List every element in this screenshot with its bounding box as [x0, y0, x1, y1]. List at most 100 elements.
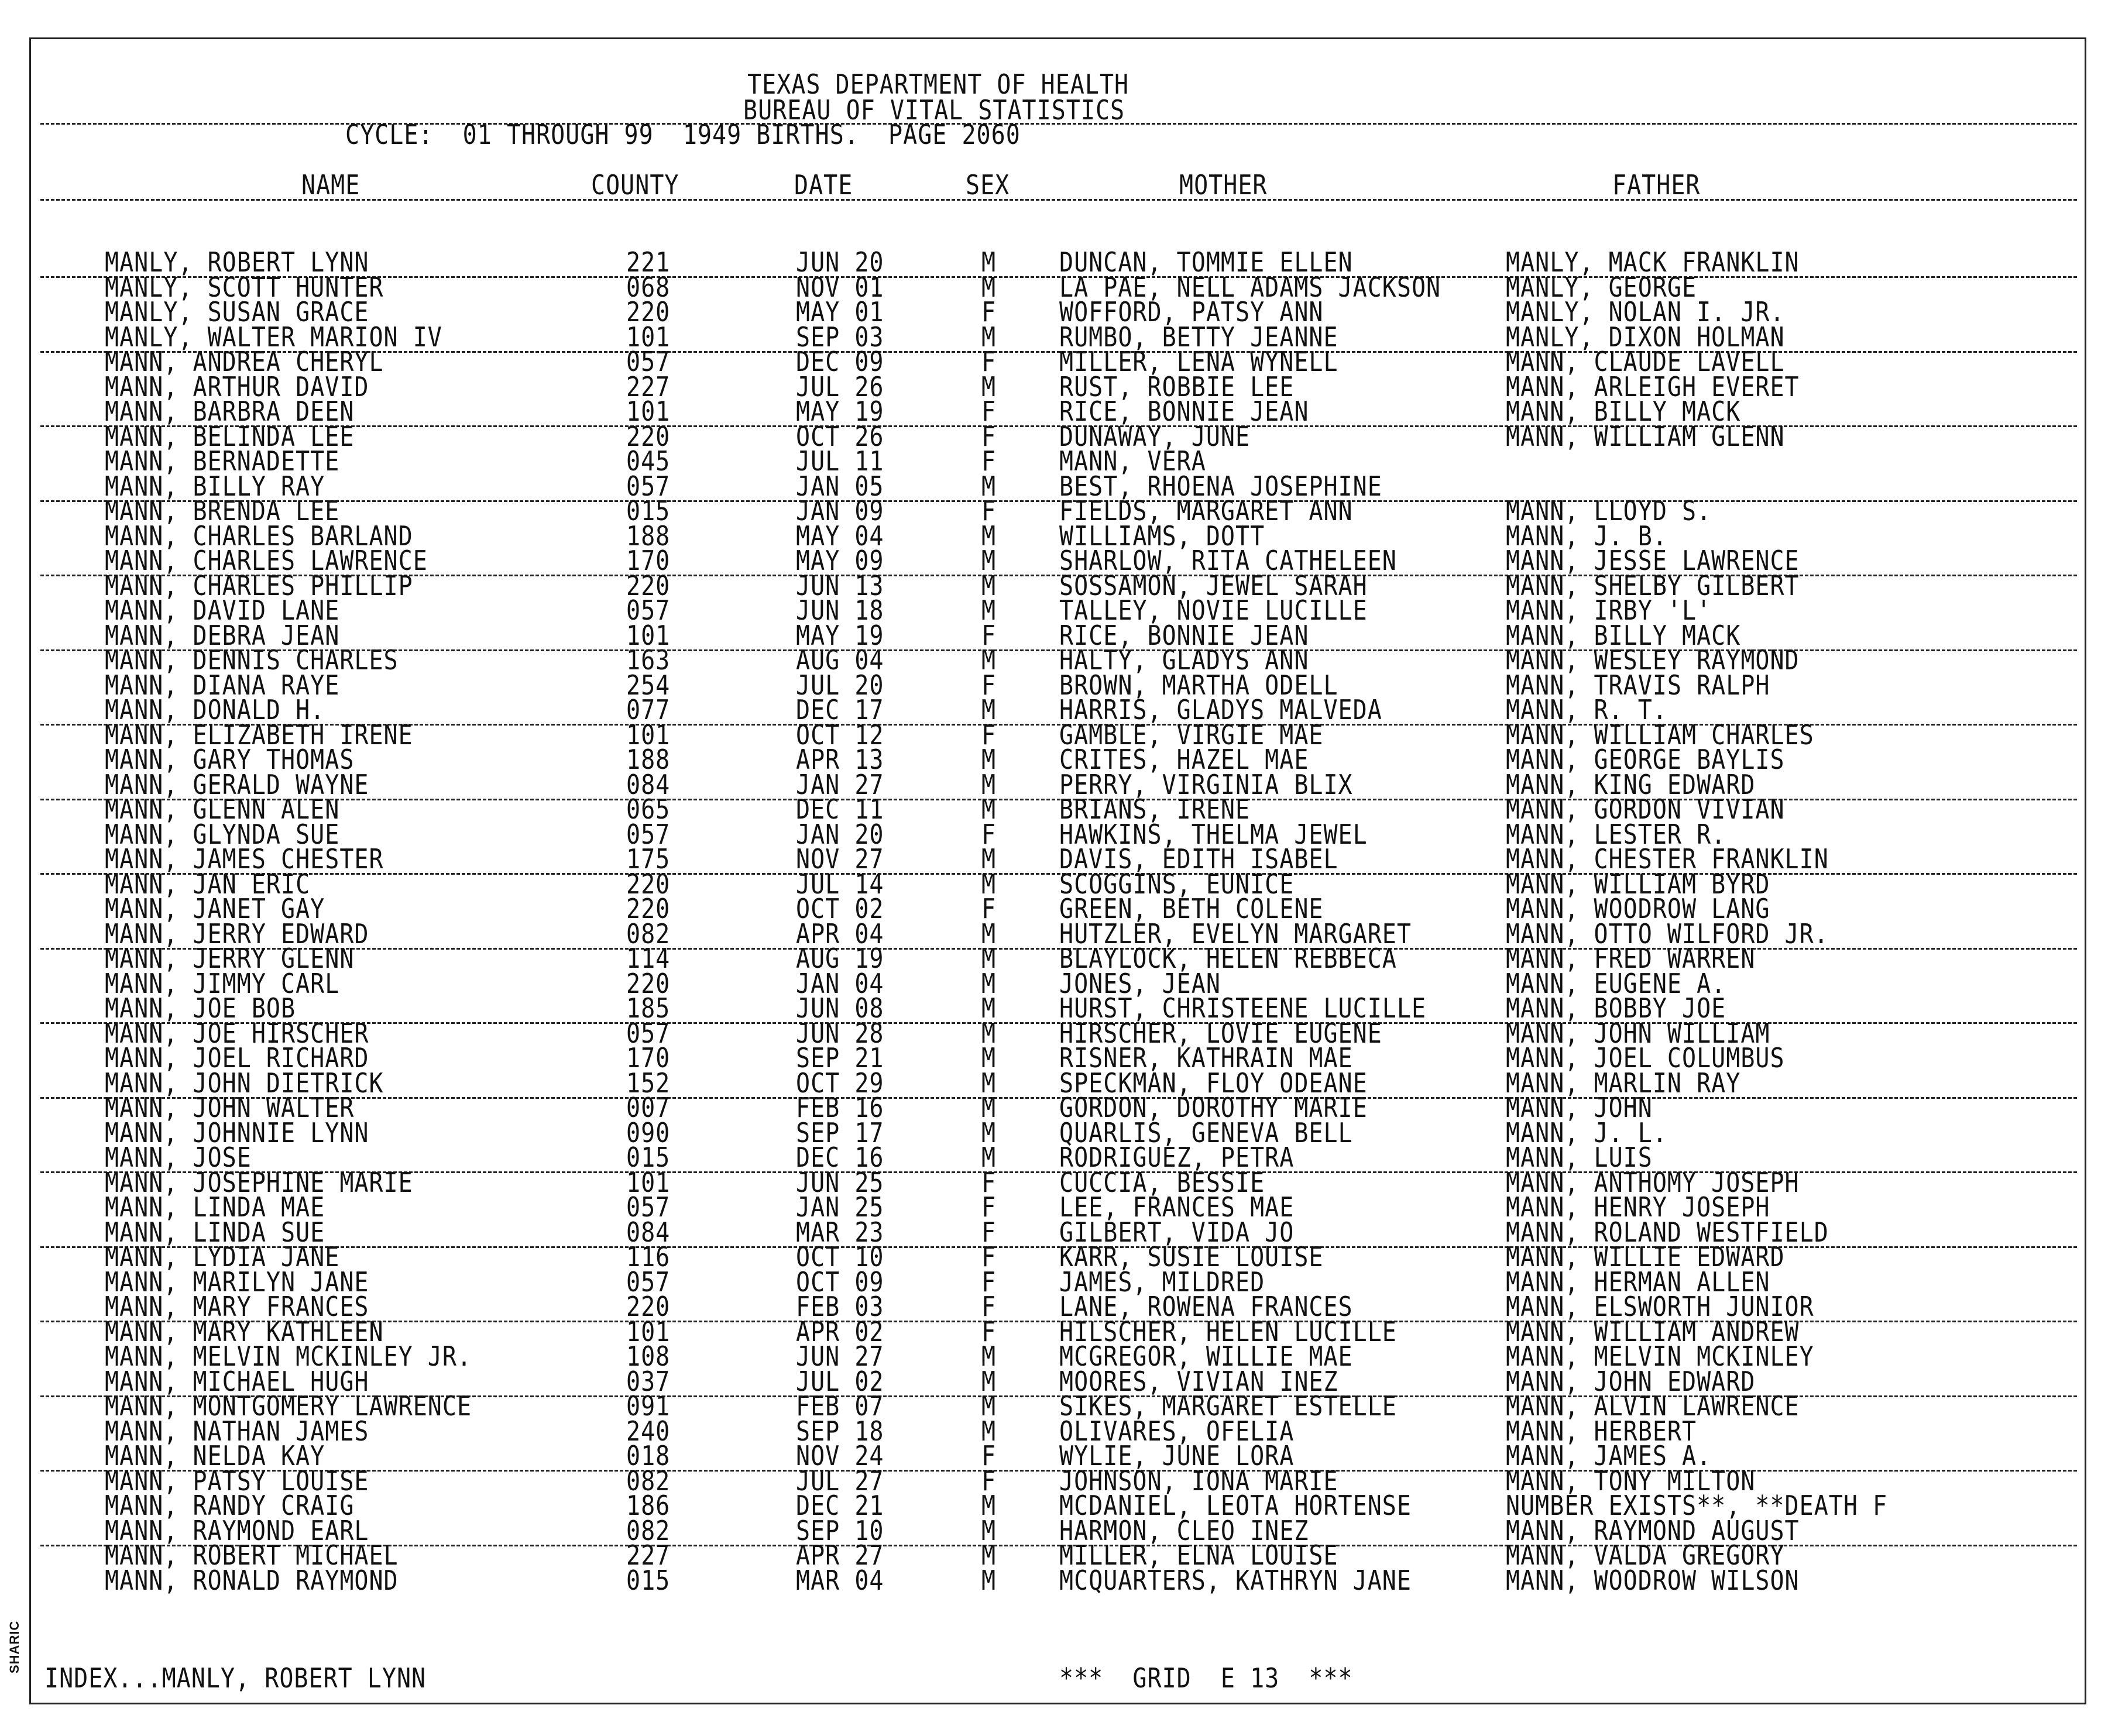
cell-date: DEC 17 — [796, 695, 884, 726]
cell-date: OCT 10 — [796, 1242, 884, 1273]
row-divider — [40, 947, 2077, 950]
row-divider — [40, 1022, 2077, 1024]
cell-county: 175 — [626, 844, 671, 875]
cell-name: MANN, JERRY EDWARD — [105, 919, 369, 950]
table-row: MANN, JOEL RICHARD 170 SEP 21 M RISNER, KATH… — [0, 1043, 2108, 1074]
cell-date: SEP 21 — [796, 1043, 884, 1074]
table-row: MANN, NELDA KAY 018 NOV 24 F WYLIE, JUNE LOR… — [0, 1441, 2108, 1472]
cell-mother: MOORES, VIVIAN INEZ — [1059, 1366, 1338, 1397]
table-row: MANN, GLYNDA SUE 057 JAN 20 F HAWKINS, THELM… — [0, 819, 2108, 850]
cell-sex: F — [981, 1441, 997, 1472]
cell-father: MANN, JOHN — [1506, 1092, 1653, 1124]
cell-father: MANN, ARLEIGH EVERET — [1506, 372, 1800, 403]
row-divider — [40, 1544, 2077, 1546]
cell-date: DEC 16 — [796, 1142, 884, 1174]
cell-sex: F — [981, 1242, 997, 1273]
cell-father: MANN, HERMAN ALLEN — [1506, 1267, 1770, 1298]
cell-father: MANN, TRAVIS RALPH — [1506, 670, 1770, 701]
cell-mother: QUARLIS, GENEVA BELL — [1059, 1118, 1353, 1149]
cell-name: MANN, DAVID LANE — [105, 595, 340, 627]
cell-father: MANN, WILLIAM BYRD — [1506, 869, 1770, 900]
cell-mother: GREEN, BETH COLENE — [1059, 893, 1324, 925]
table-row: MANN, RANDY CRAIG 186 DEC 21 M MCDANIEL, LEO… — [0, 1490, 2108, 1522]
cell-father: MANLY, NOLAN I. JR. — [1506, 297, 1785, 328]
cell-father: MANN, JOHN WILLIAM — [1506, 1018, 1770, 1049]
cell-county: 057 — [626, 1192, 671, 1223]
row-divider — [40, 724, 2077, 726]
table-row: MANN, CHARLES BARLAND 188 MAY 04 M WILLIAMS,… — [0, 521, 2108, 552]
row-divider — [40, 798, 2077, 800]
table-row: MANLY, SUSAN GRACE 220 MAY 01 F WOFFORD, PAT… — [0, 297, 2108, 328]
cell-name: MANN, JOE BOB — [105, 993, 296, 1025]
cell-sex: F — [981, 496, 997, 527]
table-row: MANN, MARILYN JANE 057 OCT 09 F JAMES, MILDR… — [0, 1267, 2108, 1298]
cell-date: JAN 27 — [796, 769, 884, 800]
cycle-line: CYCLE: 01 THROUGH 99 1949 BIRTHS. PAGE 2… — [345, 119, 1021, 151]
row-divider — [40, 649, 2077, 651]
cell-date: JUL 26 — [796, 372, 884, 403]
cell-county: 077 — [626, 695, 671, 726]
table-row: MANN, DONALD H. 077 DEC 17 M HARRIS, GLADYS … — [0, 695, 2108, 726]
cell-sex: M — [981, 744, 997, 776]
cell-date: SEP 18 — [796, 1416, 884, 1447]
cell-father: MANN, ELSWORTH JUNIOR — [1506, 1291, 1814, 1323]
cell-date: NOV 27 — [796, 844, 884, 875]
cell-date: DEC 09 — [796, 346, 884, 378]
cell-mother: BROWN, MARTHA ODELL — [1059, 670, 1338, 701]
table-row: MANN, BELINDA LEE 220 OCT 26 F DUNAWAY, JUNE… — [0, 421, 2108, 452]
cell-father: MANN, WOODROW WILSON — [1506, 1565, 1800, 1596]
cell-date: JAN 09 — [796, 496, 884, 527]
cell-county: 220 — [626, 1291, 671, 1323]
cell-name: MANN, JIMMY CARL — [105, 968, 340, 999]
cell-sex: F — [981, 297, 997, 328]
cell-name: MANN, JOEL RICHARD — [105, 1043, 369, 1074]
cell-mother: DUNAWAY, JUNE — [1059, 421, 1251, 452]
cell-mother: DUNCAN, TOMMIE ELLEN — [1059, 247, 1353, 279]
cell-father: MANN, ROLAND WESTFIELD — [1506, 1217, 1829, 1248]
cell-father: MANN, OTTO WILFORD JR. — [1506, 919, 1829, 950]
cell-mother: HARRIS, GLADYS MALVEDA — [1059, 695, 1382, 726]
cell-sex: M — [981, 695, 997, 726]
cell-county: 101 — [626, 1316, 671, 1347]
table-row: MANN, BARBRA DEEN 101 MAY 19 F RICE, BONNIE … — [0, 398, 2108, 425]
cell-sex: F — [981, 819, 997, 850]
table-row: MANN, BERNADETTE 045 JUL 11 F MANN, VERA — [0, 446, 2108, 477]
cell-sex: M — [981, 869, 997, 900]
cell-father: MANN, R. T. — [1506, 695, 1667, 726]
cell-father: MANN, KING EDWARD — [1506, 769, 1756, 800]
cell-county: 220 — [626, 297, 671, 328]
cell-mother: RUST, ROBBIE LEE — [1059, 372, 1295, 403]
cell-sex: F — [981, 720, 997, 751]
cell-date: JUL 20 — [796, 670, 884, 701]
cell-date: MAY 09 — [796, 545, 884, 577]
cell-sex: M — [981, 844, 997, 875]
cell-date: JAN 04 — [796, 968, 884, 999]
cell-father: MANN, LLOYD S. — [1506, 496, 1712, 527]
cell-date: DEC 21 — [796, 1490, 884, 1522]
column-header-divider — [40, 199, 2077, 201]
cell-father: MANN, JOEL COLUMBUS — [1506, 1043, 1785, 1074]
cell-name: MANN, JOSEPHINE MARIE — [105, 1167, 413, 1198]
table-row: MANN, JANET GAY 220 OCT 02 F GREEN, BETH COL… — [0, 893, 2108, 925]
cell-name: MANN, CHARLES PHILLIP — [105, 570, 413, 601]
cell-father: MANLY, GEORGE — [1506, 272, 1697, 303]
cell-name: MANN, RANDY CRAIG — [105, 1490, 355, 1522]
cell-county: 057 — [626, 346, 671, 378]
cell-name: MANN, JOHNNIE LYNN — [105, 1118, 369, 1149]
cell-county: 220 — [626, 968, 671, 999]
cell-father: MANN, RAYMOND AUGUST — [1506, 1515, 1800, 1546]
table-row: MANN, LINDA MAE 057 JAN 25 F LEE, FRANCES MA… — [0, 1192, 2108, 1223]
cell-name: MANN, MELVIN MCKINLEY JR. — [105, 1341, 472, 1373]
cell-sex: F — [981, 893, 997, 925]
cell-mother: GORDON, DOROTHY MARIE — [1059, 1092, 1368, 1124]
cell-county: 082 — [626, 919, 671, 950]
cell-sex: F — [981, 1267, 997, 1298]
cell-county: 037 — [626, 1366, 671, 1397]
cell-mother: MANN, VERA — [1059, 446, 1206, 477]
cell-father: MANN, HERBERT — [1506, 1416, 1697, 1447]
cell-date: OCT 29 — [796, 1068, 884, 1099]
cell-sex: M — [981, 1118, 997, 1149]
cell-sex: M — [981, 521, 997, 552]
cell-mother: OLIVARES, OFELIA — [1059, 1416, 1295, 1447]
cell-date: APR 02 — [796, 1316, 884, 1347]
